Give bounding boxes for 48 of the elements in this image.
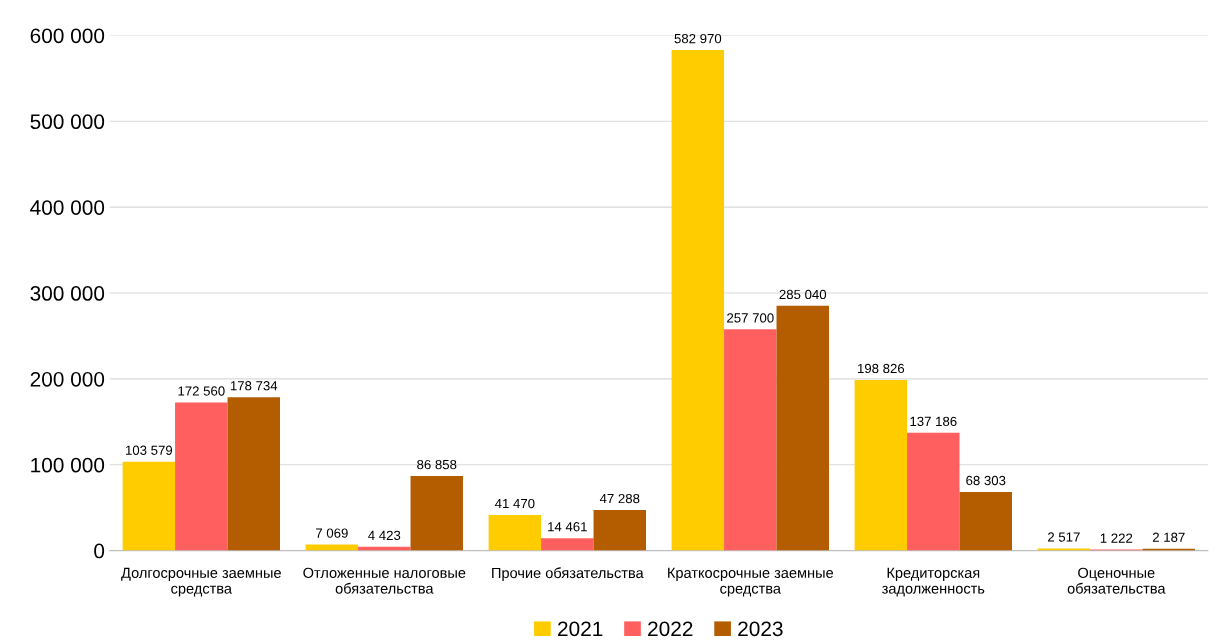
x-tick-label: Отложенные налоговые обязательства [303,567,466,594]
bar [410,476,463,551]
data-label: 47 288 [599,493,640,504]
x-tick-label: Оценочные обязательства [1067,567,1166,594]
y-tick-label: 300 000 [30,286,105,301]
bar [227,397,280,551]
bar [854,379,908,551]
data-label: 198 826 [858,363,905,374]
bar [488,515,542,551]
y-tick-label: 500 000 [30,114,105,130]
data-label: 103 579 [126,445,173,455]
bar [907,432,960,551]
legend-label: 2021 [558,621,603,637]
data-label: 178 734 [230,381,278,391]
data-label: 257 700 [727,313,774,323]
bar [776,305,829,551]
x-tick-label: Долгосрочные заемные средства [121,567,281,597]
data-label: 2 187 [1152,532,1185,542]
y-tick-label: 200 000 [30,371,105,387]
bar [1037,548,1091,551]
x-tick-label: Краткосрочные заемные средства [668,567,834,597]
bar [541,538,594,551]
data-label: 86 858 [417,459,457,470]
x-tick-label: Прочие обязательства [492,567,644,582]
data-label: 137 186 [910,416,957,427]
bar [671,50,725,551]
legend-label: 2023 [738,621,783,637]
y-tick-label: 400 000 [30,200,105,215]
data-label: 285 040 [779,289,827,300]
legend-label: 2022 [648,621,693,637]
bar [122,461,176,551]
bar [593,510,646,551]
bar [959,491,1012,551]
x-tick-label: Кредиторская задолженность [882,567,985,597]
data-label: 4 423 [368,530,401,541]
data-label: 582 970 [674,33,722,44]
bar [724,329,777,551]
y-tick-label: 100 000 [31,457,105,473]
data-label: 1 222 [1100,533,1133,543]
data-label: 68 303 [966,475,1006,486]
data-label: 172 560 [178,386,225,396]
data-label: 2 517 [1048,532,1080,542]
y-tick-label: 600 000 [30,28,105,44]
data-label: 7 069 [316,528,348,538]
data-label: 41 470 [494,498,535,509]
data-label: 14 461 [548,522,587,532]
y-tick-label: 0 [94,543,105,559]
bar [175,402,228,551]
